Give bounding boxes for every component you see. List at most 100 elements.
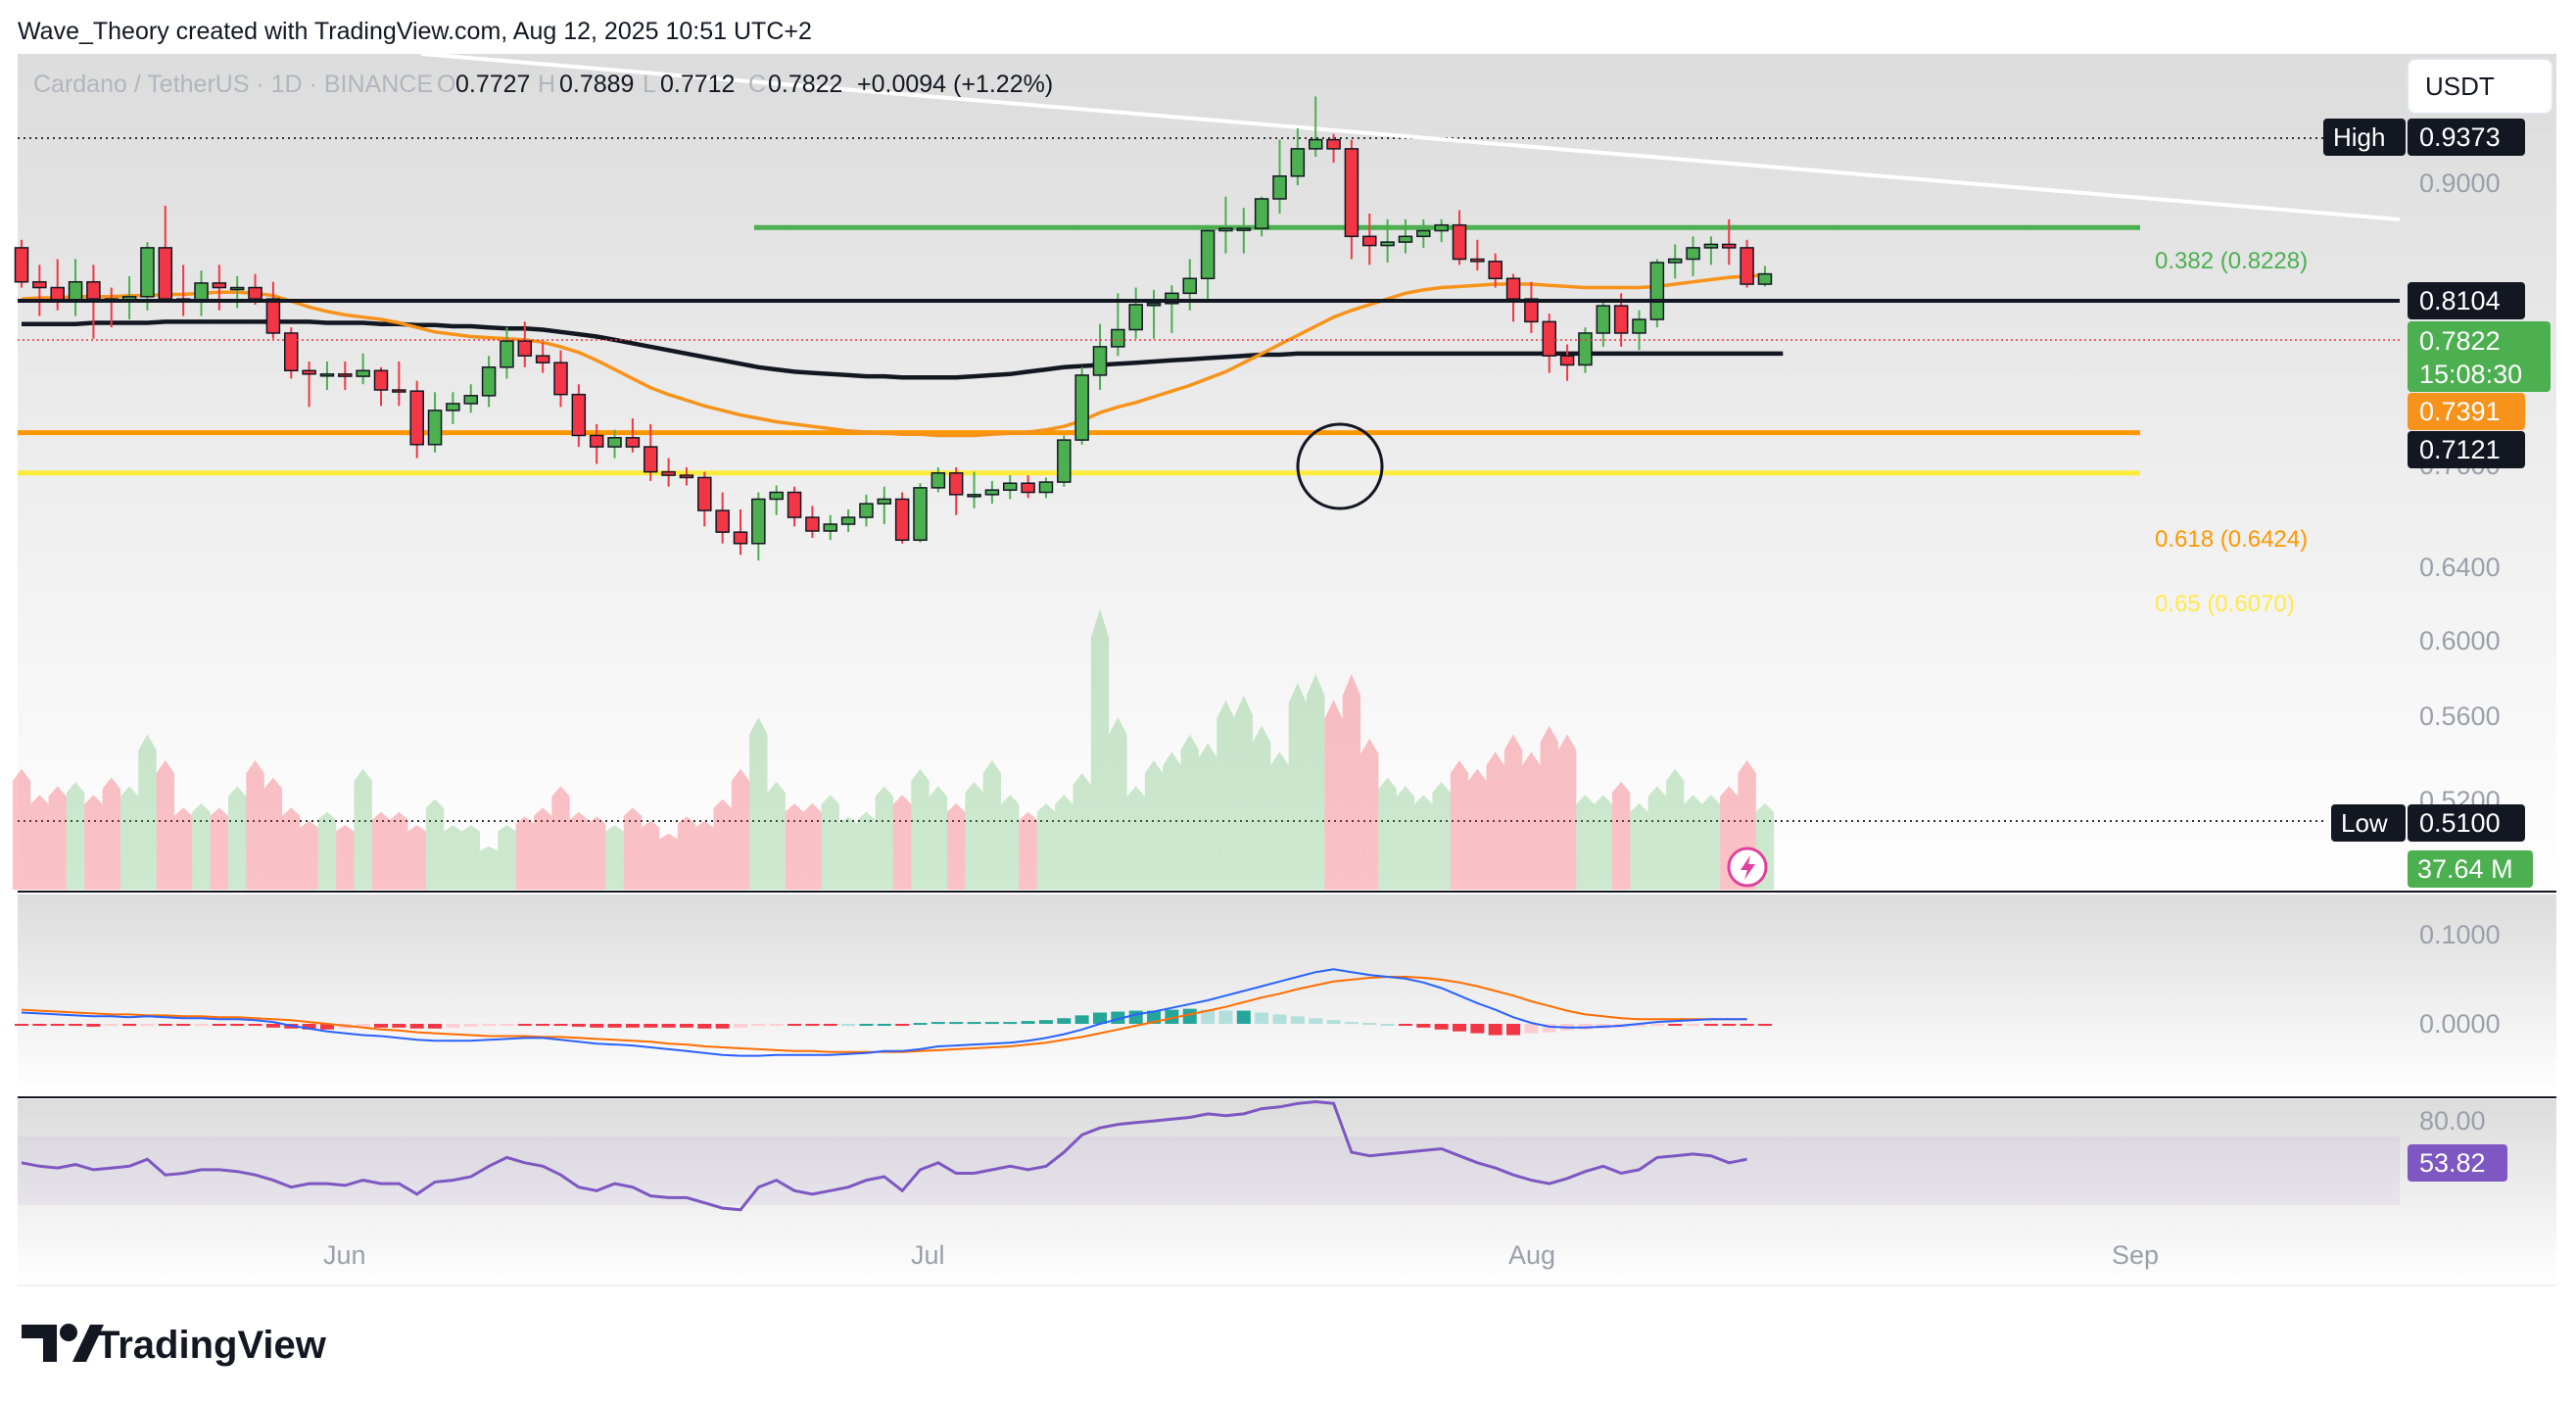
macd-histogram-bar xyxy=(1074,1015,1089,1024)
macd-indicator xyxy=(15,968,1772,1057)
volume-bar xyxy=(1126,786,1145,890)
brand-name[interactable]: TradingView xyxy=(96,1324,327,1367)
macd-histogram-bar xyxy=(194,1024,209,1026)
volume-bar xyxy=(1055,795,1073,890)
candle-body xyxy=(679,474,694,479)
macd-histogram-bar xyxy=(392,1024,406,1028)
low-value-box xyxy=(2408,804,2525,842)
macd-histogram-bar xyxy=(1416,1024,1431,1028)
candle-body xyxy=(1559,355,1575,366)
candle-body xyxy=(805,516,820,532)
currency-button-label: USDT xyxy=(2425,72,2495,101)
volume-bar xyxy=(1109,717,1127,890)
candle-body xyxy=(1272,175,1287,200)
volume-bar xyxy=(30,795,49,890)
volume-bar xyxy=(390,811,408,890)
candle-body xyxy=(1308,138,1323,150)
candle-body xyxy=(1398,235,1413,243)
macd-histogram-bar xyxy=(536,1024,550,1026)
volume-bar xyxy=(731,768,750,890)
candle-body xyxy=(840,516,856,525)
macd-histogram-bar xyxy=(841,1024,856,1026)
macd-pane-background xyxy=(18,895,2556,1095)
tradingview-logo-icon[interactable] xyxy=(22,1324,104,1362)
ema200-value-box xyxy=(2408,431,2525,468)
macd-histogram-bar xyxy=(517,1024,532,1026)
volume-bar xyxy=(821,795,839,890)
volume-bar xyxy=(1090,609,1110,890)
candle-body xyxy=(1111,328,1125,348)
golden-cross-marker[interactable] xyxy=(1296,422,1384,510)
candle-body xyxy=(1362,235,1377,247)
legend-low: 0.7712 xyxy=(660,71,735,98)
macd-histogram-bar xyxy=(1021,1021,1035,1024)
legend-symbol[interactable]: Cardano / TetherUS · 1D · BINANCE xyxy=(33,71,433,98)
macd-histogram-bar xyxy=(1453,1024,1466,1032)
volume-bar xyxy=(371,811,391,890)
volume-bar xyxy=(1001,795,1020,890)
macd-line xyxy=(21,968,1747,1057)
macd-histogram-bar xyxy=(356,1024,370,1028)
candle-body xyxy=(284,332,299,372)
legend-close-label: C xyxy=(748,71,766,98)
candle-body xyxy=(1613,305,1629,334)
volume-bar xyxy=(354,768,372,890)
macd-histogram-bar xyxy=(1632,1024,1646,1027)
volume-bar xyxy=(749,717,768,890)
volume-bar xyxy=(875,786,893,890)
candle-body xyxy=(733,531,748,545)
candle-body xyxy=(751,498,766,545)
price-tick: 0.6000 xyxy=(2419,626,2501,655)
candle-body xyxy=(427,410,443,446)
volume-bar xyxy=(336,825,355,890)
candle-body xyxy=(930,472,946,489)
candle-body xyxy=(463,395,478,405)
macd-histogram-bar xyxy=(805,1024,820,1026)
candle-body xyxy=(338,373,353,377)
candle-body xyxy=(1740,247,1754,285)
candle-body xyxy=(1542,320,1556,357)
volume-bar xyxy=(1288,682,1308,890)
rsi-pane-background xyxy=(18,1099,2556,1285)
legend-close: 0.7822 xyxy=(768,71,842,98)
last-price-box xyxy=(2408,321,2551,392)
candle-body xyxy=(1003,482,1018,491)
volume-bar xyxy=(1396,786,1415,890)
volume-bar xyxy=(892,795,912,890)
volume-bar xyxy=(1252,725,1271,890)
candle-body xyxy=(86,280,101,300)
volume-bar xyxy=(767,782,786,890)
volume-bar xyxy=(1144,760,1164,890)
macd-tick: 0.0000 xyxy=(2419,1009,2501,1039)
volume-value-box xyxy=(2408,850,2533,888)
macd-histogram-bar xyxy=(895,1024,910,1026)
time-label-jul: Jul xyxy=(911,1240,945,1270)
ema50-value-box xyxy=(2408,393,2525,430)
candle-body xyxy=(1290,148,1306,177)
volume-bar xyxy=(461,825,480,890)
macd-histogram-bar xyxy=(607,1024,622,1028)
candle-body xyxy=(535,355,550,363)
volume-bar xyxy=(642,820,660,890)
volume-bar xyxy=(425,798,445,890)
macd-histogram-bar xyxy=(158,1024,172,1026)
candle-body xyxy=(787,491,802,518)
candle-body xyxy=(14,247,29,283)
macd-histogram-bar xyxy=(1093,1012,1107,1024)
volume-bar xyxy=(192,803,211,890)
volume-bar xyxy=(48,786,67,890)
candle-body xyxy=(229,286,245,291)
macd-histogram-bar xyxy=(1668,1024,1683,1026)
currency-button[interactable]: USDT xyxy=(2407,58,2553,115)
volume-bar xyxy=(588,816,606,890)
macd-histogram-bar xyxy=(1309,1018,1323,1024)
macd-histogram-bar xyxy=(32,1024,47,1026)
macd-histogram-bar xyxy=(1506,1024,1521,1036)
lightning-icon[interactable] xyxy=(1727,847,1768,888)
rsi-tick: 80.00 xyxy=(2419,1106,2486,1136)
descending-trendline[interactable] xyxy=(420,52,2401,221)
volume-bar xyxy=(84,795,103,890)
macd-histogram-bar xyxy=(1165,1009,1179,1024)
volume-bar xyxy=(66,782,85,890)
